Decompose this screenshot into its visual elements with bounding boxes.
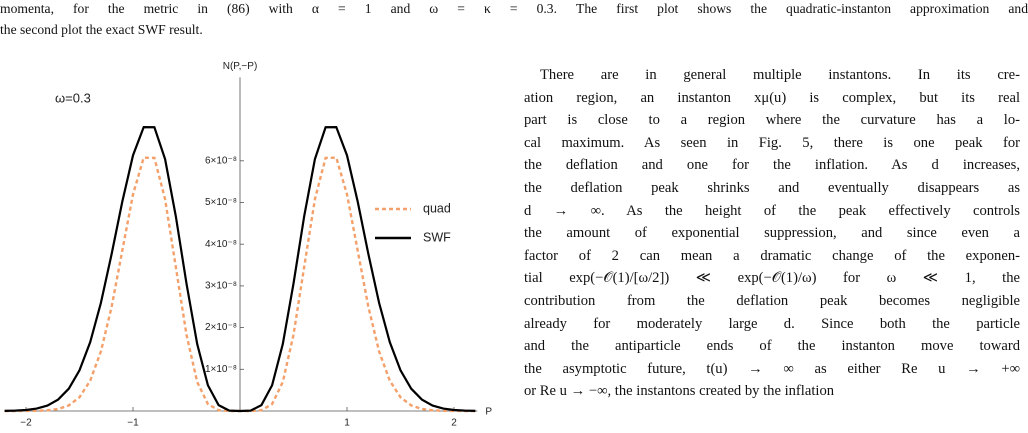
x-tick-label: 1 [344, 418, 350, 429]
text-line: tial exp(−𝒪(1)/[ω/2]) ≪ exp(−𝒪(1)/ω) for… [524, 270, 1020, 287]
y-tick-label: 2×10⁻⁸ [205, 322, 237, 333]
caption: momenta, for the metric in (86) with α =… [0, 0, 1028, 40]
y-tick-label: 1×10⁻⁸ [205, 364, 237, 375]
y-tick-label: 6×10⁻⁸ [205, 155, 237, 166]
x-tick-label: −2 [20, 418, 32, 429]
text-line: or Re u → −∞, the instantons created by … [524, 383, 835, 400]
text-line: part is close to a region where the curv… [524, 112, 1020, 129]
caption-line: the second plot the exact SWF result. [0, 22, 203, 37]
text-line: and the antiparticle ends of the instant… [524, 338, 1020, 355]
chart: P N(P,−P) ω=0.3 −2 −1 1 2 1×10⁻⁸ 2×10⁻⁸ 3×10⁻⁸ 4×1… [4, 61, 492, 429]
text-line: cal maximum. As seen in Fig. 5, there is… [524, 134, 1020, 151]
text-line: already for moderately large d. Since bo… [524, 315, 1020, 332]
text-line: factor of 2 can mean a dramatic change o… [524, 247, 1020, 264]
y-tick-label: 4×10⁻⁸ [205, 239, 237, 250]
text-line: the deflation and one for the inflation.… [524, 157, 1020, 174]
text-line: the deflation peak shrinks and eventuall… [524, 179, 1020, 196]
text-line: the asymptotic future, t(u) → ∞ as eithe… [524, 360, 1020, 377]
text-line: ation region, an instanton xμ(u) is comp… [524, 89, 1020, 106]
legend-label: quad [423, 201, 451, 215]
x-tick-label: −1 [127, 418, 139, 429]
series-line [4, 126, 476, 413]
annotation: ω=0.3 [55, 90, 91, 105]
y-tick-label: 3×10⁻⁸ [205, 281, 237, 292]
text-line: the amount of exponential suppression, a… [524, 225, 1020, 242]
caption-line: momenta, for the metric in (86) with α =… [0, 1, 1028, 16]
body-text: There are in general multiple instantons… [524, 64, 1020, 403]
legend-label: SWF [423, 230, 451, 244]
y-axis-label: N(P,−P) [223, 61, 258, 72]
x-tick-label: 2 [451, 418, 457, 429]
y-tick-label: 5×10⁻⁸ [205, 197, 237, 208]
x-axis-label: P [485, 407, 492, 418]
text-line: contribution from the deflation peak bec… [524, 292, 1020, 309]
text-line: d → ∞. As the height of the peak effecti… [524, 202, 1020, 219]
text-line: There are in general multiple instantons… [540, 67, 1020, 83]
